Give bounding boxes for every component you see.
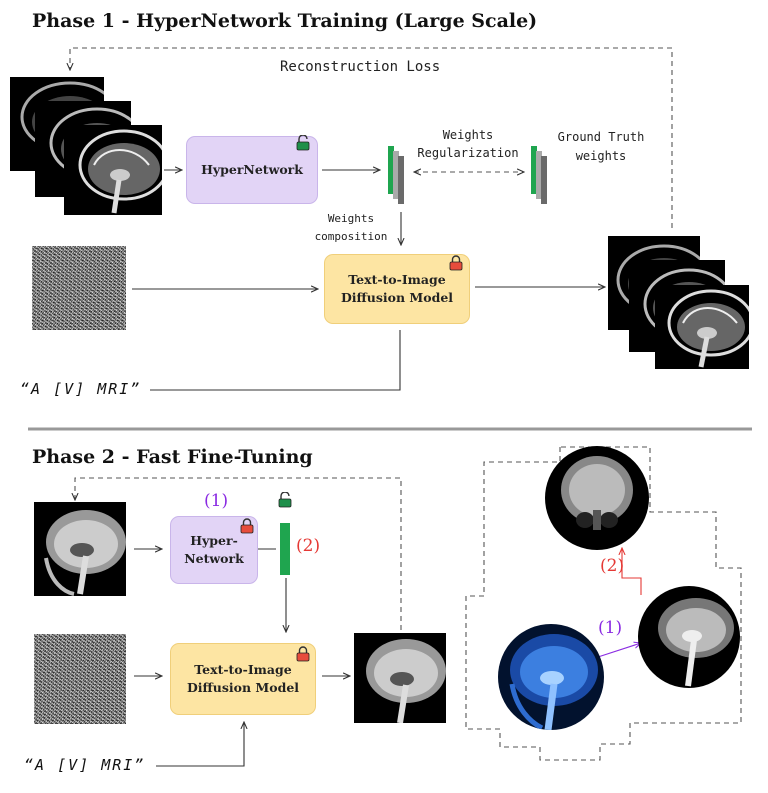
- prompt-text-phase1: “A [V] MRI”: [20, 380, 142, 398]
- phase1-title: Phase 1 - HyperNetwork Training (Large S…: [32, 10, 538, 32]
- hypernetwork-box-phase2: Hyper- Network: [170, 516, 258, 584]
- noise-image-phase2: [34, 634, 126, 724]
- weights-regularization-label: Weights Regularization: [417, 128, 519, 160]
- diffusion-model-box-phase2: Text-to-Image Diffusion Model: [170, 643, 316, 715]
- fine-tuned-weights-bar: [280, 523, 290, 575]
- noise-image: [32, 246, 126, 330]
- unlock-icon: [296, 134, 310, 155]
- output-mri-phase2: [354, 633, 446, 723]
- step2-label: (2): [296, 536, 321, 556]
- lock-icon: [449, 255, 463, 275]
- right-step2-label: (2): [600, 556, 625, 576]
- coronal-mri-circle: [545, 446, 649, 550]
- input-mri-image-3: [64, 125, 162, 215]
- prompt-line-phase1: [150, 330, 401, 391]
- prompt-text-phase2: “A [V] MRI”: [24, 756, 146, 774]
- reconstruction-loss-line: [70, 47, 673, 228]
- fine-tuning-space-outline: [465, 446, 742, 761]
- ground-truth-weights-stack: [531, 146, 553, 208]
- prompt-line-phase2: [156, 722, 244, 767]
- generated-weights-stack: [388, 146, 410, 204]
- sagittal-t2-mri-circle: [638, 586, 740, 688]
- phase2-title: Phase 2 - Fast Fine-Tuning: [32, 446, 313, 468]
- step1-label: (1): [204, 491, 229, 511]
- step1-arrow: [597, 643, 641, 658]
- output-mri-image-3: [655, 285, 749, 369]
- unlock-icon: [278, 491, 292, 512]
- blue-mri-circle: [498, 624, 604, 730]
- right-step1-label: (1): [598, 618, 623, 638]
- phase2-loss-line: [75, 477, 402, 630]
- hypernetwork-box: HyperNetwork: [186, 136, 318, 204]
- weights-composition-label: Weights composition: [314, 212, 388, 243]
- hypernetwork-label: HyperNetwork: [201, 162, 303, 177]
- step2-arrow: [622, 548, 642, 595]
- lock-icon: [240, 518, 254, 538]
- diffusion-model-box: Text-to-Image Diffusion Model: [324, 254, 470, 324]
- ground-truth-label: Ground Truth weights: [557, 130, 645, 163]
- reconstruction-loss-label: Reconstruction Loss: [280, 59, 441, 75]
- input-mri-phase2: [34, 502, 126, 596]
- lock-icon: [296, 646, 310, 666]
